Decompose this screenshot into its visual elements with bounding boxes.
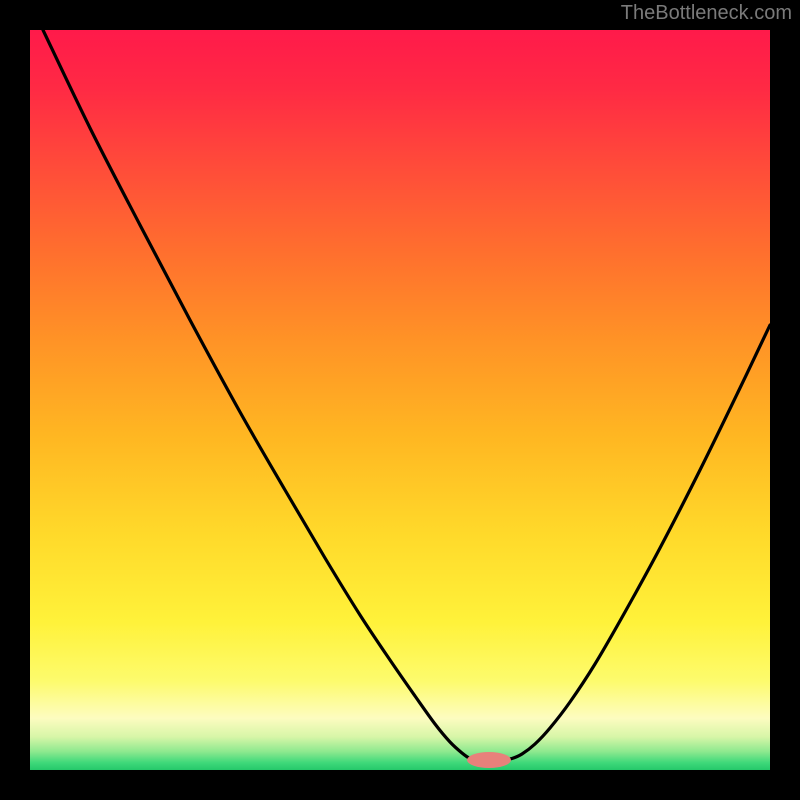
bottleneck-curve bbox=[30, 30, 770, 770]
chart-container: TheBottleneck.com bbox=[0, 0, 800, 800]
attribution-text: TheBottleneck.com bbox=[621, 2, 792, 25]
plot-area bbox=[30, 30, 770, 770]
optimum-marker bbox=[467, 752, 511, 768]
